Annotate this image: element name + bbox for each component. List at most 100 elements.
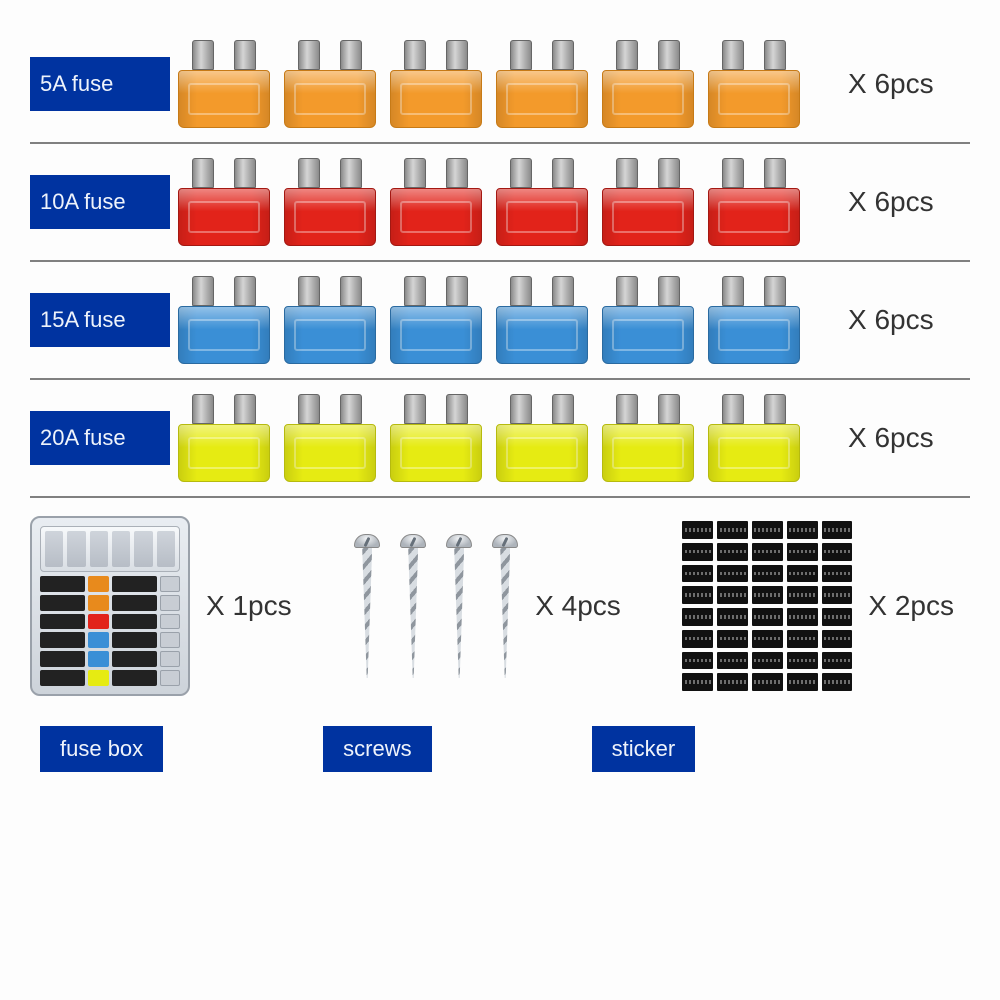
fuse-rows: 5A fuse X 6pcs 10A fuse — [30, 40, 970, 498]
fuse-icon — [496, 40, 588, 128]
sticker-sheet-illustration — [682, 521, 852, 691]
fuse-icon — [602, 158, 694, 246]
sticker-column: X 2pcs — [682, 516, 970, 696]
fuse-qty: X 6pcs — [830, 68, 970, 100]
fuse-row: 20A fuse X 6pcs — [30, 380, 970, 498]
fuse-icon — [496, 276, 588, 364]
fuse-label: 5A fuse — [30, 57, 170, 111]
fusebox-label: fuse box — [40, 726, 163, 772]
fuse-icon — [178, 394, 270, 482]
fuse-label: 15A fuse — [30, 293, 170, 347]
sticker-cell — [682, 543, 713, 561]
fuse-strip — [178, 394, 830, 482]
fuse-row: 15A fuse X 6pcs — [30, 262, 970, 380]
fuse-icon — [390, 40, 482, 128]
sticker-cell — [717, 586, 748, 604]
sticker-cell — [822, 543, 853, 561]
screw-icon — [399, 534, 427, 678]
sticker-cell — [717, 608, 748, 626]
fuse-icon — [602, 394, 694, 482]
sticker-cell — [752, 673, 783, 691]
sticker-cell — [787, 630, 818, 648]
sticker-cell — [717, 543, 748, 561]
screws-illustration — [353, 534, 519, 678]
sticker-cell — [822, 652, 853, 670]
screw-icon — [491, 534, 519, 678]
fuse-label: 20A fuse — [30, 411, 170, 465]
sticker-cell — [822, 521, 853, 539]
fuse-qty: X 6pcs — [830, 422, 970, 454]
fuse-icon — [496, 158, 588, 246]
fusebox-grid — [40, 576, 180, 686]
fuse-qty: X 6pcs — [830, 304, 970, 336]
fuse-icon — [284, 276, 376, 364]
screws-column: X 4pcs — [353, 516, 637, 696]
fuse-strip — [178, 158, 830, 246]
fuse-icon — [602, 40, 694, 128]
sticker-cell — [752, 565, 783, 583]
sticker-cell — [787, 586, 818, 604]
fuse-icon — [178, 158, 270, 246]
fusebox-column: X 1pcs — [30, 516, 308, 696]
fuse-icon — [708, 394, 800, 482]
sticker-cell — [717, 521, 748, 539]
sticker-cell — [682, 608, 713, 626]
fusebox-qty: X 1pcs — [206, 590, 292, 622]
sticker-cell — [752, 630, 783, 648]
fuse-icon — [496, 394, 588, 482]
sticker-cell — [787, 521, 818, 539]
fuse-qty: X 6pcs — [830, 186, 970, 218]
sticker-cell — [787, 608, 818, 626]
fuse-icon — [708, 158, 800, 246]
fuse-icon — [284, 394, 376, 482]
sticker-cell — [717, 630, 748, 648]
fuse-icon — [178, 276, 270, 364]
bottom-section: X 1pcs X 4pcs X 2pcs — [30, 498, 970, 720]
screw-icon — [445, 534, 473, 678]
fuse-row: 10A fuse X 6pcs — [30, 144, 970, 262]
sticker-cell — [822, 565, 853, 583]
fuse-row: 5A fuse X 6pcs — [30, 40, 970, 144]
sticker-cell — [717, 673, 748, 691]
fuse-icon — [708, 276, 800, 364]
fuse-icon — [390, 394, 482, 482]
sticker-cell — [752, 652, 783, 670]
fuse-icon — [284, 158, 376, 246]
fuse-icon — [708, 40, 800, 128]
sticker-cell — [682, 565, 713, 583]
sticker-cell — [682, 521, 713, 539]
fuse-icon — [390, 276, 482, 364]
screws-label: screws — [323, 726, 431, 772]
sticker-qty: X 2pcs — [868, 590, 954, 622]
sticker-cell — [787, 673, 818, 691]
sticker-cell — [752, 543, 783, 561]
fuse-strip — [178, 276, 830, 364]
sticker-cell — [682, 586, 713, 604]
sticker-cell — [822, 586, 853, 604]
sticker-cell — [682, 652, 713, 670]
fuse-label: 10A fuse — [30, 175, 170, 229]
sticker-cell — [682, 673, 713, 691]
sticker-cell — [717, 652, 748, 670]
screw-icon — [353, 534, 381, 678]
fusebox-top — [40, 526, 180, 572]
sticker-cell — [682, 630, 713, 648]
sticker-cell — [752, 521, 783, 539]
fuse-icon — [602, 276, 694, 364]
sticker-cell — [752, 608, 783, 626]
sticker-cell — [787, 652, 818, 670]
fuse-icon — [390, 158, 482, 246]
sticker-cell — [787, 565, 818, 583]
sticker-cell — [752, 586, 783, 604]
screws-qty: X 4pcs — [535, 590, 621, 622]
sticker-cell — [717, 565, 748, 583]
fuse-icon — [284, 40, 376, 128]
sticker-cell — [787, 543, 818, 561]
sticker-cell — [822, 673, 853, 691]
bottom-labels: fuse box screws sticker — [30, 726, 970, 772]
fuse-box-illustration — [30, 516, 190, 696]
sticker-cell — [822, 608, 853, 626]
sticker-label: sticker — [592, 726, 696, 772]
sticker-cell — [822, 630, 853, 648]
fuse-strip — [178, 40, 830, 128]
